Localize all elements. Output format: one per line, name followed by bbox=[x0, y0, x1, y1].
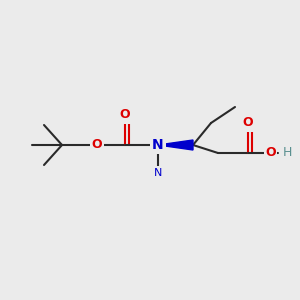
Text: N: N bbox=[152, 138, 164, 152]
Text: O: O bbox=[243, 116, 253, 130]
Text: O: O bbox=[92, 139, 102, 152]
Text: O: O bbox=[120, 109, 130, 122]
Text: O: O bbox=[92, 139, 102, 152]
Text: H: H bbox=[283, 146, 292, 160]
Text: N: N bbox=[154, 168, 162, 178]
Text: O: O bbox=[266, 146, 276, 160]
Text: N: N bbox=[152, 138, 164, 152]
Text: O: O bbox=[243, 116, 253, 130]
Polygon shape bbox=[158, 140, 193, 150]
Text: O: O bbox=[120, 109, 130, 122]
